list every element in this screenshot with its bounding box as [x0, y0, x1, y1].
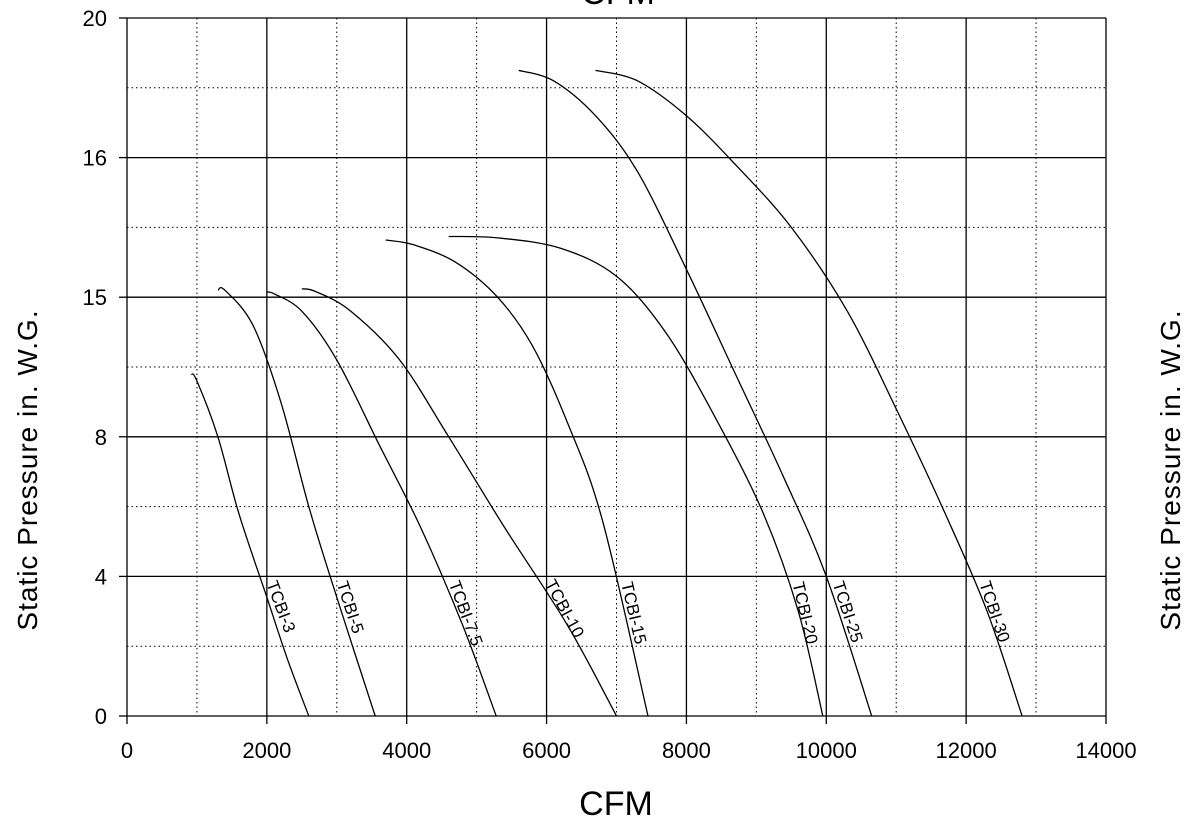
- curve-tcbi-20: [448, 235, 824, 717]
- curve-label-tcbi-15: TCBI-15: [617, 580, 650, 646]
- y-tick-label: 20: [83, 6, 107, 31]
- x-tick-label: 10000: [796, 738, 857, 763]
- y-tick-label: 16: [83, 146, 107, 171]
- curve-tcbi-25: [518, 69, 873, 717]
- y-tick-labels: 0 4 8 15 16 20: [83, 6, 107, 729]
- x-axis-title: CFM: [579, 785, 653, 823]
- curve-labels: TCBI-3 TCBI-5 TCBI-7.5 TCBI-10 TCBI-15 TCBI-2…: [262, 576, 1013, 648]
- curve-label-tcbi-30: TCBI-30: [975, 579, 1013, 645]
- x-tick-labels: 0 2000 4000 6000 8000 10000 12000 14000: [121, 738, 1137, 763]
- curve-tcbi-30: [595, 69, 1023, 717]
- curve-label-tcbi-10: TCBI-10: [541, 576, 588, 641]
- x-tick-label: 6000: [522, 738, 571, 763]
- x-tick-label: 8000: [662, 738, 711, 763]
- curve-label-tcbi-5: TCBI-5: [333, 579, 368, 636]
- y-tick-label: 8: [95, 425, 107, 450]
- y-tick-label: 0: [95, 704, 107, 729]
- curves: [190, 69, 1023, 717]
- x-tick-label: 2000: [242, 738, 291, 763]
- curve-tcbi-15: [385, 239, 649, 717]
- top-title-fragment: CFM: [581, 0, 655, 12]
- curve-tcbi-10: [301, 288, 618, 717]
- curve-tcbi-5: [217, 287, 376, 717]
- x-tick-label: 12000: [936, 738, 997, 763]
- x-tick-label: 0: [121, 738, 133, 763]
- y-tick-label: 4: [95, 564, 107, 589]
- x-tick-label: 4000: [382, 738, 431, 763]
- curve-label-tcbi-20: TCBI-20: [788, 580, 821, 646]
- curve-tcbi-7-5: [266, 291, 497, 717]
- grid: [119, 17, 1107, 724]
- curve-label-tcbi-7-5: TCBI-7.5: [445, 578, 486, 648]
- y-axis-title-left: Static Pressure in. W.G.: [12, 309, 43, 630]
- x-tick-label: 14000: [1075, 738, 1136, 763]
- y-tick-label: 15: [83, 285, 107, 310]
- curve-tcbi-3: [190, 373, 310, 717]
- curve-label-tcbi-3: TCBI-3: [262, 578, 299, 635]
- y-axis-title-right: Static Pressure in. W.G.: [1155, 309, 1184, 630]
- curve-label-tcbi-25: TCBI-25: [829, 579, 867, 645]
